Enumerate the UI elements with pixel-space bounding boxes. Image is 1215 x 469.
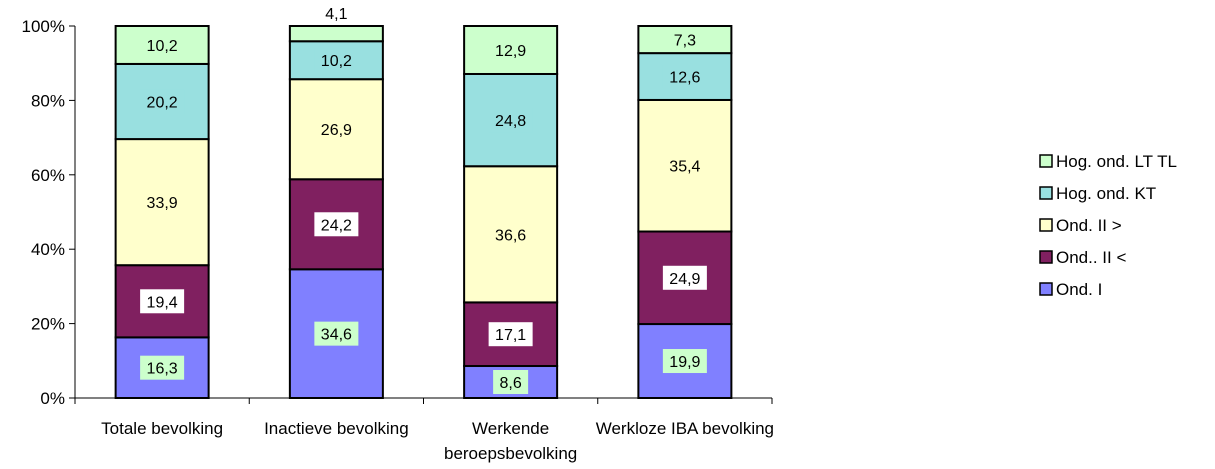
data-label-text: 35,4 [669, 159, 700, 176]
bar-segment [288, 25, 384, 43]
data-label-box [662, 349, 707, 374]
legend-item: Ond. I [1039, 280, 1102, 299]
data-label-text: 12,9 [495, 43, 526, 60]
data-label-text: 8,6 [500, 375, 522, 392]
data-label-text: 34,6 [321, 327, 352, 344]
data-label-box [488, 222, 533, 247]
y-tick-label: 80% [31, 91, 65, 110]
data-label-box [488, 108, 533, 133]
bar-segment [288, 40, 384, 81]
data-label-text: 33,9 [147, 195, 178, 212]
legend-swatch [1039, 218, 1053, 232]
data-label-box [493, 370, 529, 395]
data-label-text: 7,3 [674, 33, 696, 50]
data-labels: 16,3 19,4 33,9 20,2 10,2 34,6 24,2 26,9 10,2 4,1 8… [140, 6, 707, 395]
data-label: 36,6 [488, 222, 533, 247]
data-label-box [667, 27, 703, 52]
legend-label: Ond.. II < [1056, 248, 1126, 267]
data-label: 24,8 [488, 108, 533, 133]
data-label: 12,6 [662, 64, 707, 89]
data-label: 4,1 [325, 6, 347, 23]
data-label-box [140, 355, 185, 380]
data-label: 12,9 [488, 37, 533, 62]
data-label-box [662, 153, 707, 178]
y-tick-label: 100% [22, 17, 65, 36]
legend-swatch [1039, 186, 1053, 200]
data-label-text: 19,4 [147, 294, 178, 311]
data-label-box [662, 64, 707, 89]
data-label-text: 10,2 [321, 53, 352, 70]
category-label: Werkende beroepsbevolking [444, 419, 577, 463]
legend-swatch [1039, 250, 1053, 264]
data-label: 16,3 [140, 355, 185, 380]
legend: Hog. ond. LT TL Hog. ond. KT Ond. II > Ond.… [1039, 152, 1177, 299]
legend-label: Ond. II > [1056, 216, 1122, 235]
legend-label: Hog. ond. KT [1056, 184, 1156, 203]
legend-item: Hog. ond. LT TL [1039, 152, 1177, 171]
data-label-box [314, 212, 359, 237]
data-label: 10,2 [140, 32, 185, 57]
data-label-box [140, 32, 185, 57]
data-label-text: 26,9 [321, 122, 352, 139]
data-label-text: 17,1 [495, 327, 526, 344]
data-label-text: 24,9 [669, 271, 700, 288]
legend-label: Hog. ond. LT TL [1056, 152, 1177, 171]
data-label: 19,9 [662, 349, 707, 374]
y-tick-label: 20% [31, 315, 65, 334]
data-label-box [140, 190, 185, 215]
legend-label: Ond. I [1056, 280, 1102, 299]
category-label: Totale bevolking [101, 419, 223, 438]
y-tick-label: 0% [40, 389, 65, 408]
data-label: 24,2 [314, 212, 359, 237]
data-label: 17,1 [488, 322, 533, 347]
data-label-text: 10,2 [147, 38, 178, 55]
data-label: 20,2 [140, 89, 185, 114]
data-label: 24,9 [662, 265, 707, 290]
data-label-text: 4,1 [325, 6, 347, 23]
data-label-box [488, 322, 533, 347]
data-label-box [662, 265, 707, 290]
category-label: Inactieve bevolking [264, 419, 409, 438]
bars [114, 25, 733, 400]
data-label: 8,6 [493, 370, 529, 395]
data-label: 7,3 [667, 27, 703, 52]
data-label-box [314, 117, 359, 142]
data-label-text: 24,8 [495, 113, 526, 130]
legend-swatch [1039, 154, 1053, 168]
axes: 0% 20% 40% 60% 80% 100% Totale bevolking Inacti… [22, 17, 775, 463]
legend-swatch [1039, 282, 1053, 296]
data-label-text: 12,6 [669, 70, 700, 87]
y-tick-label: 60% [31, 166, 65, 185]
legend-item: Ond. II > [1039, 216, 1122, 235]
data-label-text: 20,2 [147, 95, 178, 112]
category-label: Werkloze IBA bevolking [596, 419, 774, 438]
data-label-box [314, 321, 359, 346]
data-label-box [488, 37, 533, 62]
data-label: 10,2 [314, 48, 359, 73]
data-label: 35,4 [662, 153, 707, 178]
data-label: 19,4 [140, 289, 185, 314]
y-tick-label: 40% [31, 240, 65, 259]
data-label: 26,9 [314, 117, 359, 142]
data-label: 34,6 [314, 321, 359, 346]
data-label-box [140, 289, 185, 314]
legend-item: Ond.. II < [1039, 248, 1126, 267]
data-label: 33,9 [140, 190, 185, 215]
data-label-text: 36,6 [495, 227, 526, 244]
data-label-box [314, 48, 359, 73]
data-label-text: 24,2 [321, 217, 352, 234]
data-label-text: 19,9 [669, 354, 700, 371]
data-label-text: 16,3 [147, 361, 178, 378]
data-label-box [140, 89, 185, 114]
legend-item: Hog. ond. KT [1039, 184, 1156, 203]
